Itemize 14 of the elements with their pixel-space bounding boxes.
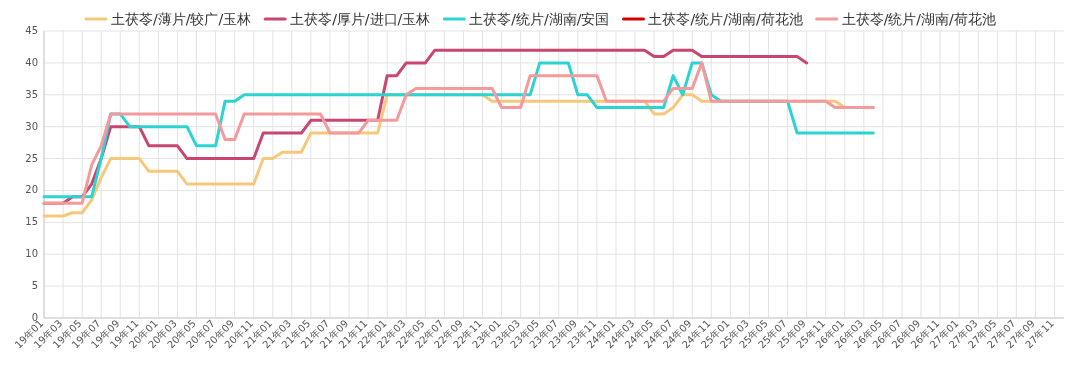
y-tick-label: 30	[25, 120, 38, 132]
y-tick-label: 5	[31, 280, 38, 292]
y-tick-label: 25	[25, 152, 38, 164]
legend-label: 土茯苓/统片/湖南/荷花池	[841, 11, 996, 27]
y-tick-label: 45	[25, 25, 38, 36]
legend-label: 土茯苓/薄片/较广/玉林	[111, 11, 252, 27]
y-tick-label: 35	[25, 88, 38, 100]
y-tick-label: 10	[25, 248, 38, 260]
y-tick-label: 15	[25, 216, 38, 228]
y-tick-label: 20	[25, 184, 38, 196]
legend-label: 土茯苓/统片/湖南/安国	[469, 11, 610, 27]
y-tick-label: 40	[25, 56, 38, 68]
legend-label: 土茯苓/厚片/进口/玉林	[290, 11, 431, 27]
legend-label: 土茯苓/统片/湖南/荷花池	[648, 11, 803, 27]
